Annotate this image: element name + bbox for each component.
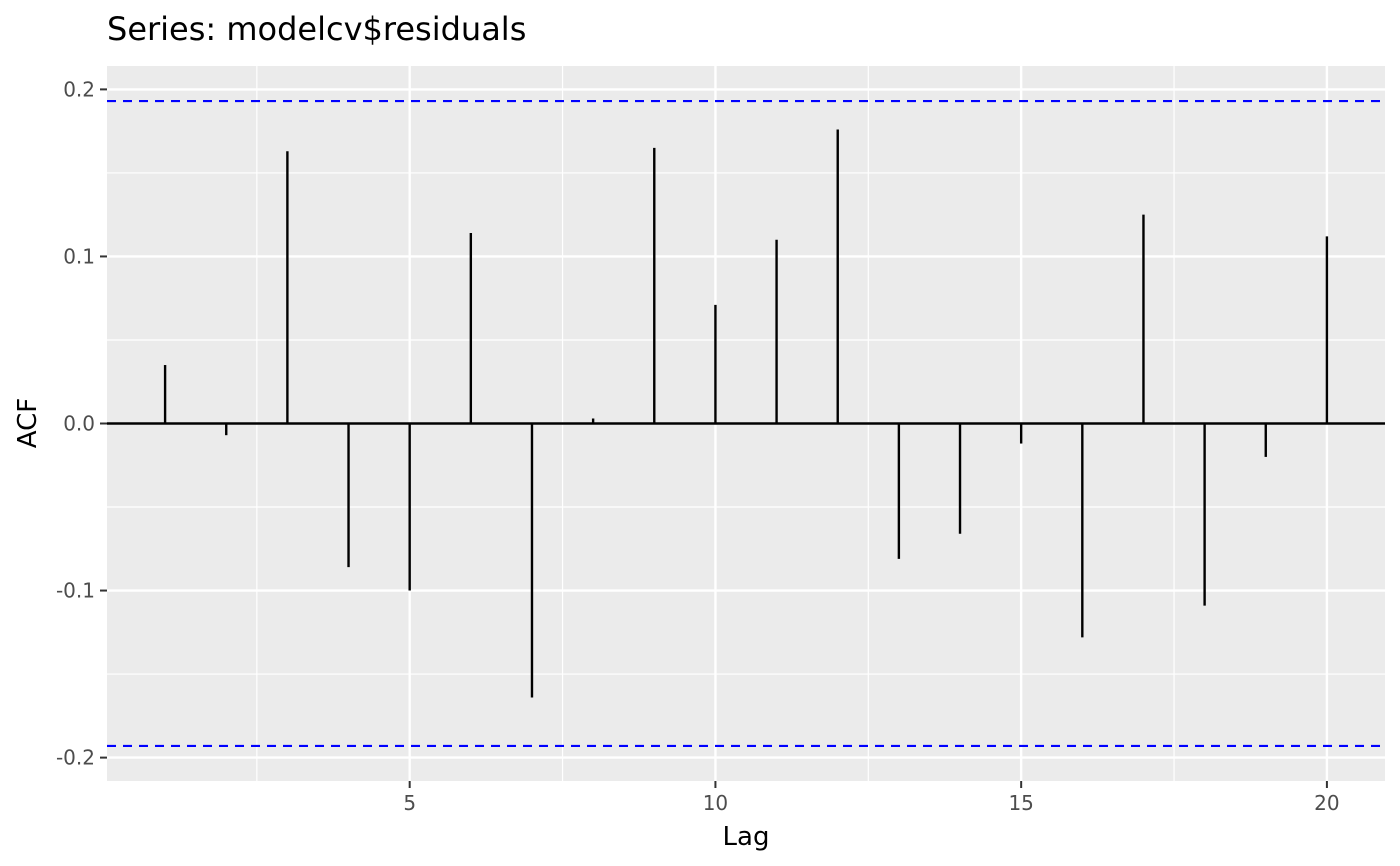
y-tick-label: -0.1 xyxy=(56,579,95,603)
y-tick-label: 0.1 xyxy=(63,244,95,268)
x-tick-label: 20 xyxy=(1314,791,1339,815)
x-axis-title: Lag xyxy=(723,822,770,852)
confidence-lines xyxy=(107,99,1385,748)
x-axis: 5 10 15 20 xyxy=(403,781,1340,815)
y-tick-label: 0.0 xyxy=(63,412,95,436)
x-tick-label: 10 xyxy=(703,791,728,815)
y-tick-label: 0.2 xyxy=(63,77,95,101)
acf-bars xyxy=(163,129,1329,698)
chart-title: Series: modelcv$residuals xyxy=(107,10,526,48)
y-axis: -0.2 -0.1 0.0 0.1 0.2 xyxy=(56,77,107,770)
y-axis-title: ACF xyxy=(13,398,43,448)
y-tick-label: -0.2 xyxy=(56,746,95,770)
x-tick-label: 5 xyxy=(403,791,416,815)
x-tick-label: 15 xyxy=(1008,791,1033,815)
